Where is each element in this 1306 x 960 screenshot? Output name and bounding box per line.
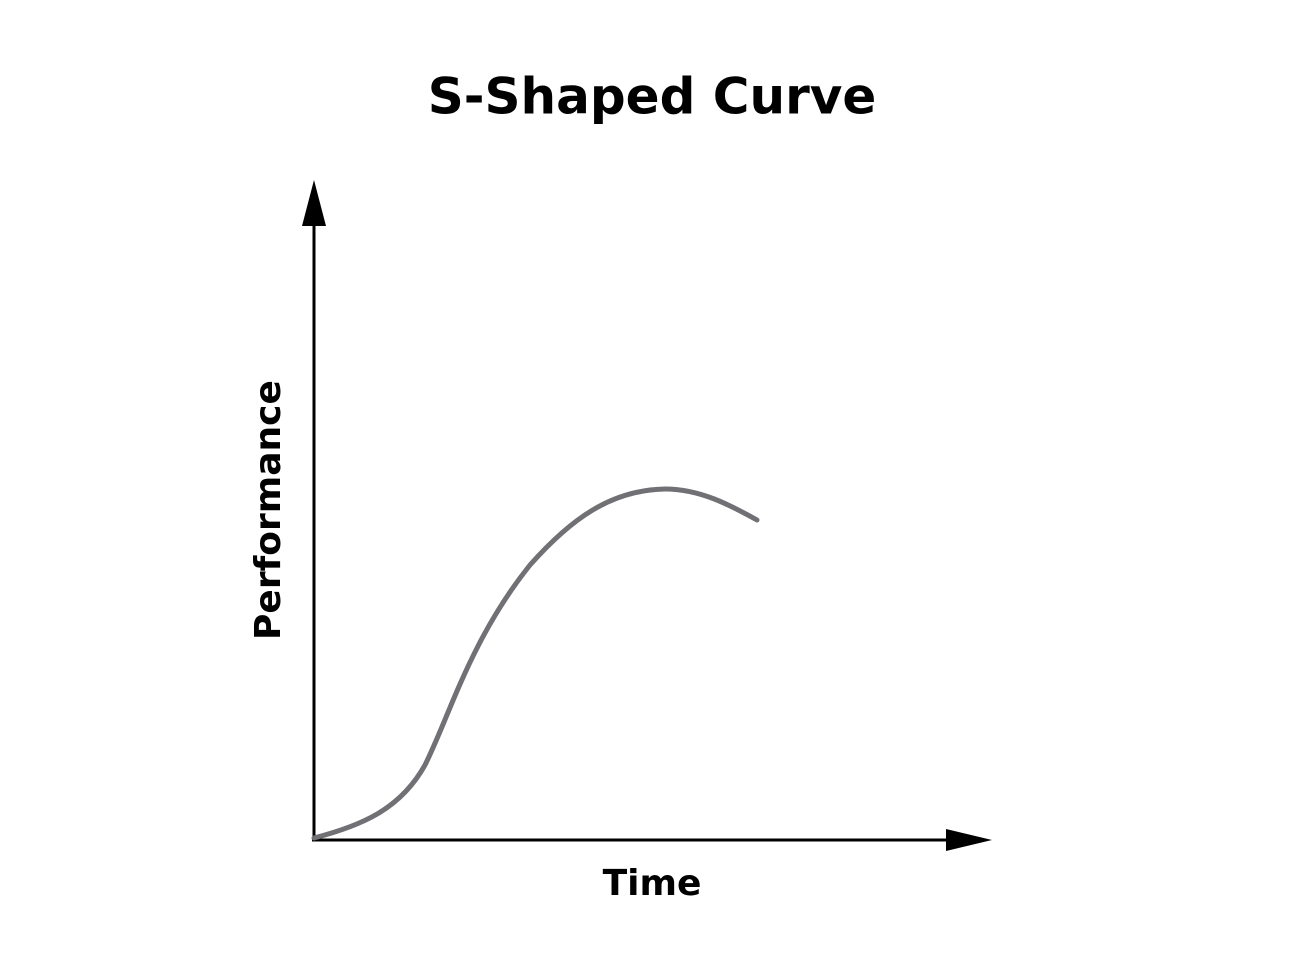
- y-axis-arrow: [302, 180, 326, 226]
- x-axis-label: Time: [603, 863, 702, 904]
- title: S-Shaped Curve: [428, 68, 876, 126]
- x-axis-arrow: [946, 829, 992, 851]
- y-axis-label: Performance: [248, 380, 289, 640]
- s-curve: [311, 486, 760, 841]
